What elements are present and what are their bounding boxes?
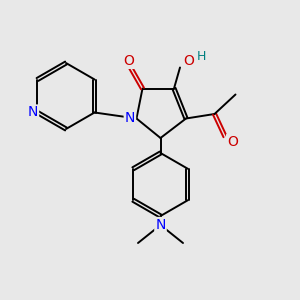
Text: N: N [125,112,135,125]
Text: O: O [124,54,134,68]
Text: H: H [197,50,206,63]
Text: N: N [28,106,38,119]
Text: O: O [183,54,194,68]
Text: O: O [227,135,238,149]
Text: N: N [155,218,166,232]
